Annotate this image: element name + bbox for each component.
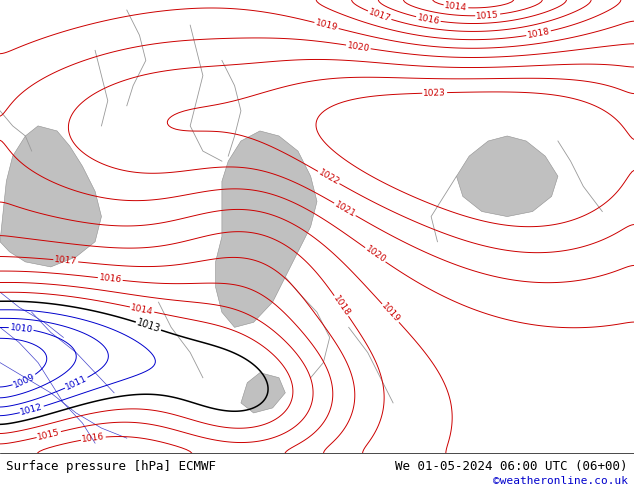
Text: 1023: 1023 xyxy=(423,88,446,98)
Text: ©weatheronline.co.uk: ©weatheronline.co.uk xyxy=(493,476,628,486)
Text: 1016: 1016 xyxy=(81,432,105,444)
Text: 1019: 1019 xyxy=(379,301,401,324)
Text: 1020: 1020 xyxy=(346,41,370,53)
Text: 1018: 1018 xyxy=(526,27,551,40)
Text: 1014: 1014 xyxy=(130,303,154,317)
Text: 1011: 1011 xyxy=(64,374,89,392)
Text: 1017: 1017 xyxy=(367,7,392,24)
Text: Surface pressure [hPa] ECMWF: Surface pressure [hPa] ECMWF xyxy=(6,460,216,473)
Text: 1016: 1016 xyxy=(416,13,441,26)
Text: 1022: 1022 xyxy=(316,168,340,187)
Text: 1021: 1021 xyxy=(333,200,357,219)
Text: 1019: 1019 xyxy=(314,18,339,33)
Text: 1009: 1009 xyxy=(12,371,37,390)
Polygon shape xyxy=(0,126,101,267)
Text: 1015: 1015 xyxy=(37,427,61,441)
Text: 1016: 1016 xyxy=(98,273,122,285)
Text: 1010: 1010 xyxy=(10,323,33,334)
Text: 1015: 1015 xyxy=(476,10,500,21)
Text: 1013: 1013 xyxy=(135,318,162,335)
Text: 1014: 1014 xyxy=(444,1,468,13)
Text: 1017: 1017 xyxy=(54,255,77,266)
Text: 1018: 1018 xyxy=(331,294,352,318)
Polygon shape xyxy=(216,131,317,327)
Text: 1012: 1012 xyxy=(20,402,44,417)
Text: 1020: 1020 xyxy=(363,245,387,265)
Text: We 01-05-2024 06:00 UTC (06+00): We 01-05-2024 06:00 UTC (06+00) xyxy=(395,460,628,473)
Polygon shape xyxy=(241,373,285,413)
Polygon shape xyxy=(456,136,558,217)
